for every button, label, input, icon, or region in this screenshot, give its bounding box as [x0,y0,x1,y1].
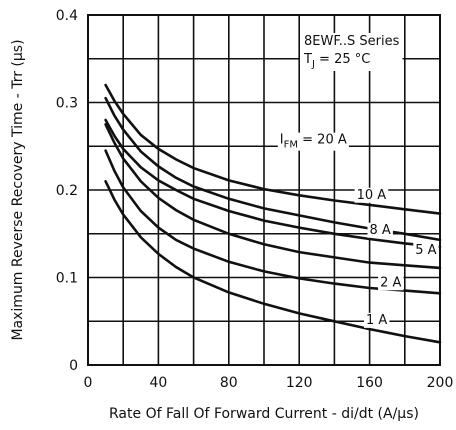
temperature-annotation: TJ = 25 °C [303,52,370,70]
series-label-10a: 10 A [354,187,389,203]
y-axis-label: Maximum Reverse Recovery Time - Trr (µs) [10,39,26,340]
series-label-text: 8 A [370,223,391,238]
temperature-symbol: T [303,52,312,67]
series-label-background [367,222,393,238]
series-curve-20a [104,83,442,215]
label-subscript: FM [284,140,298,151]
series-label-5a: 5 A [413,242,439,258]
y-tick-label: 0.1 [56,271,78,287]
x-axis-label: Rate Of Fall Of Forward Current - di/dt … [109,406,419,422]
x-tick-label: 80 [220,375,238,391]
label-prefix: I [280,133,284,148]
temperature-subscript: J [311,59,315,70]
series-label-2a: 2 A [378,275,404,291]
series-label-text: 10 A [357,188,387,203]
series-label-text: 1 A [366,313,387,328]
x-tick-label: 120 [286,375,313,391]
series-label-text: 5 A [415,243,436,258]
series-curve-2a [104,149,442,295]
label-suffix: = 20 A [298,133,347,148]
y-tick-label: 0 [69,358,78,374]
x-tick-label: 160 [356,375,383,391]
series-label-background [413,242,439,258]
y-tick-label: 0.2 [56,183,78,199]
series-label-8a: 8 A [367,222,393,238]
series-label-text: IFM = 20 A [280,133,347,151]
annotation-background [300,33,403,71]
series-label-background [363,312,390,328]
x-tick-label: 200 [427,375,454,391]
series-label-text: 2 A [380,275,401,290]
x-tick-label: 0 [84,375,93,391]
y-tick-label: 0.4 [56,8,78,24]
x-tick-label: 40 [149,375,167,391]
x-tick-labels: 0 40 80 120 160 200 [84,375,454,391]
series-curves [104,83,442,344]
series-annotation: 8EWF..S Series [304,34,400,49]
plot-frame [87,14,441,366]
series-label-20a: IFM = 20 A [277,132,349,151]
series-label-1a: 1 A [363,312,390,328]
y-tick-labels: 0 0.1 0.2 0.3 0.4 [56,8,78,374]
series-curve-8a [104,118,442,249]
series-label-background [354,187,389,203]
temperature-value: = 25 °C [315,52,370,67]
series-curve-1a [104,180,442,344]
series-curve-10a [104,96,442,242]
y-tick-label: 0.3 [56,96,78,112]
series-label-background [378,275,404,291]
series-curve-5a [104,123,442,270]
series-labels: IFM = 20 A 10 A 8 A 5 A 2 A 1 A [277,132,439,328]
series-label-background [277,132,349,151]
